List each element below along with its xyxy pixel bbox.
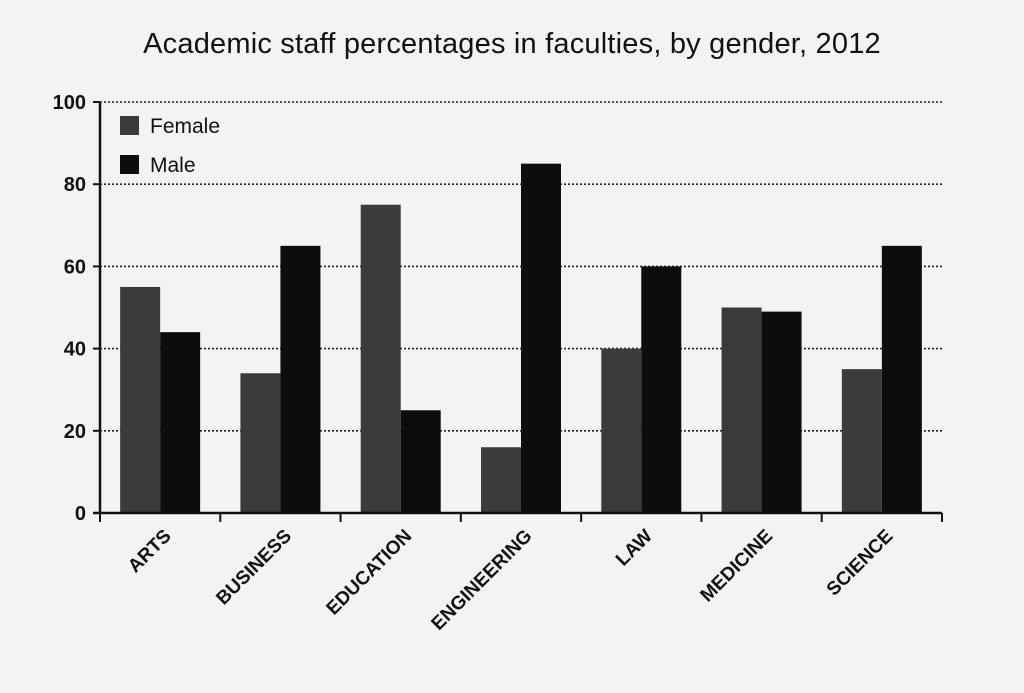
y-tick-label: 100 bbox=[53, 92, 86, 114]
bar-female-education bbox=[360, 204, 401, 513]
x-tick-label: LAW bbox=[612, 526, 657, 571]
bar-female-business bbox=[240, 373, 281, 513]
x-tick-label: MEDICINE bbox=[697, 526, 778, 607]
y-tick-label: 80 bbox=[64, 174, 86, 196]
y-tick-labels: 0 20 40 60 80 100 bbox=[53, 92, 86, 525]
bar-male-business bbox=[280, 245, 321, 513]
bar-male-medicine bbox=[761, 311, 802, 513]
legend-swatch-female bbox=[120, 116, 139, 135]
bar-male-engineering bbox=[521, 163, 561, 513]
y-tick-label: 60 bbox=[64, 256, 86, 278]
x-tick-label: SCIENCE bbox=[823, 526, 898, 601]
bar-female-law bbox=[601, 348, 642, 513]
x-tick-label: ARTS bbox=[124, 526, 175, 577]
x-tick-label: ENGINEERING bbox=[428, 526, 537, 635]
bars bbox=[120, 163, 922, 513]
x-tick-label: BUSINESS bbox=[212, 526, 296, 610]
y-tick-label: 0 bbox=[75, 503, 86, 525]
legend-label-female: Female bbox=[150, 115, 220, 138]
x-tick-label: EDUCATION bbox=[323, 526, 417, 620]
bar-female-medicine bbox=[721, 307, 762, 513]
bar-female-arts bbox=[120, 286, 161, 513]
x-tick-labels: ARTS BUSINESS EDUCATION ENGINEERING LAW MEDIC… bbox=[124, 526, 897, 635]
bar-female-science bbox=[841, 369, 882, 513]
bar-male-science bbox=[881, 245, 922, 513]
chart-title: Academic staff percentages in faculties,… bbox=[143, 28, 881, 60]
legend-swatch-male bbox=[120, 155, 139, 174]
axes bbox=[93, 101, 943, 522]
legend-label-male: Male bbox=[150, 154, 196, 177]
bar-male-arts bbox=[160, 332, 201, 513]
bar-male-education bbox=[400, 410, 441, 513]
bar-male-law bbox=[641, 266, 682, 513]
y-tick-label: 20 bbox=[64, 421, 86, 443]
legend: Female Male bbox=[120, 115, 220, 177]
bar-female-engineering bbox=[481, 447, 521, 513]
y-tick-label: 40 bbox=[64, 339, 86, 361]
